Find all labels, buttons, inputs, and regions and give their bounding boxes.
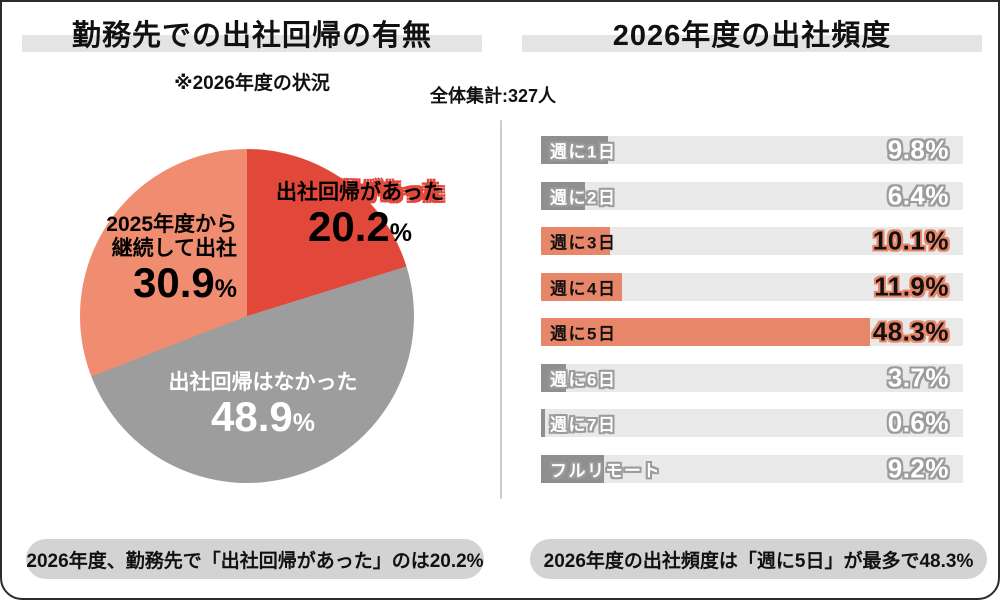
bar-value: 9.8% bbox=[887, 134, 949, 165]
bar-fill bbox=[541, 227, 610, 255]
bar-fill bbox=[541, 272, 622, 301]
bar-label: 週に6日 bbox=[550, 370, 617, 389]
bar-label: 週に2日 bbox=[550, 188, 617, 207]
bar-value: 11.9% bbox=[874, 271, 949, 301]
bar-value: 48.3% bbox=[872, 316, 949, 347]
bar-row: 週に5日 48.3% bbox=[541, 316, 963, 347]
value-unit: % bbox=[214, 275, 237, 304]
bar-track: フルリモート 9.2% bbox=[541, 453, 963, 483]
bar-track: 週に2日 6.4% bbox=[541, 180, 963, 210]
pie-label-returned: 出社回帰があった 20.2% bbox=[230, 181, 490, 249]
bar-value: 3.7% bbox=[887, 362, 949, 392]
value-number: 30.9 bbox=[133, 259, 215, 307]
bar-track: 週に6日 3.7% bbox=[541, 362, 963, 392]
bar-row: 週に4日 11.9% bbox=[541, 271, 963, 301]
pie-slice-label: 出社回帰があった bbox=[276, 181, 444, 204]
pie-slice-value: 48.9% bbox=[143, 395, 383, 439]
bar-row: 週に1日 9.8% bbox=[541, 134, 963, 165]
bar-label: 週に4日 bbox=[550, 279, 617, 298]
left-caption-pill: 2026年度、勤務先で「出社回帰があった」のは20.2% bbox=[26, 539, 484, 579]
bar-track: 週に1日 9.8% bbox=[541, 134, 963, 165]
bar-track: 週に5日 48.3% bbox=[541, 316, 963, 347]
value-unit: % bbox=[292, 409, 315, 438]
left-panel-title: 勤務先での出社回帰の有無 bbox=[71, 20, 432, 52]
bar-fill bbox=[541, 363, 567, 392]
right-title-highlight bbox=[522, 35, 982, 52]
pie-label-continued: 2025年度から 継続して出社 30.9% bbox=[96, 213, 237, 305]
bar-fill bbox=[541, 318, 870, 346]
pie-label-no-return: 出社回帰はなかった 48.9% bbox=[143, 371, 383, 439]
bar-chart: 週に1日 9.8% 週に2日 6.4% 週に3日 10.1% 週に4日 11.9% 週に5日 48… bbox=[541, 134, 963, 483]
bar-label: フルリモート bbox=[550, 461, 661, 480]
pie-slice-label: 出社回帰はなかった bbox=[168, 371, 358, 394]
bar-value: 0.6% bbox=[887, 407, 949, 438]
pie-slice-value: 30.9% bbox=[96, 261, 237, 305]
bar-fill bbox=[541, 409, 546, 437]
left-caption-text: 2026年度、勤務先で「出社回帰があった」のは20.2% bbox=[26, 550, 484, 572]
right-caption-text: 2026年度の出社頻度は「週に5日」が最多で48.3% bbox=[543, 550, 974, 572]
pie-chart-area: 出社回帰があった 20.2% 2025年度から 継続して出社 30.9% 出社回… bbox=[80, 149, 444, 483]
pie-slice-value: 20.2% bbox=[230, 205, 490, 249]
bar-fill bbox=[541, 454, 604, 483]
bar-value: 10.1% bbox=[872, 225, 949, 256]
bar-value: 6.4% bbox=[887, 180, 949, 210]
panel-divider bbox=[500, 120, 502, 499]
bar-track: 週に7日 0.6% bbox=[541, 407, 963, 438]
value-number: 48.9 bbox=[211, 393, 293, 441]
pie-slice-label-line2: 継続して出社 bbox=[111, 237, 237, 261]
bar-fill bbox=[541, 136, 608, 164]
bar-value: 9.2% bbox=[887, 453, 949, 483]
value-unit: % bbox=[389, 219, 412, 248]
bar-label: 週に3日 bbox=[550, 233, 617, 253]
total-respondents: 全体集計:327人 bbox=[430, 86, 557, 106]
value-number: 20.2 bbox=[308, 203, 390, 251]
bar-track: 週に3日 10.1% bbox=[541, 225, 963, 256]
right-panel-title: 2026年度の出社頻度 bbox=[612, 20, 892, 52]
bar-label: 週に7日 bbox=[550, 415, 617, 435]
bar-label: 週に5日 bbox=[550, 324, 617, 344]
bar-row: 週に3日 10.1% bbox=[541, 225, 963, 256]
left-title-highlight bbox=[22, 35, 482, 52]
bar-row: 週に7日 0.6% bbox=[541, 407, 963, 438]
bar-label: 週に1日 bbox=[550, 142, 617, 162]
pie-slice-label-line1: 2025年度から bbox=[106, 213, 237, 236]
bar-track: 週に4日 11.9% bbox=[541, 271, 963, 301]
bar-row: フルリモート 9.2% bbox=[541, 453, 963, 483]
pie-chart bbox=[80, 149, 414, 483]
bar-row: 週に2日 6.4% bbox=[541, 180, 963, 210]
right-caption-pill: 2026年度の出社頻度は「週に5日」が最多で48.3% bbox=[530, 539, 987, 579]
fiscal-year-note: ※2026年度の状況 bbox=[174, 73, 330, 94]
bar-fill bbox=[541, 181, 585, 210]
bar-row: 週に6日 3.7% bbox=[541, 362, 963, 392]
